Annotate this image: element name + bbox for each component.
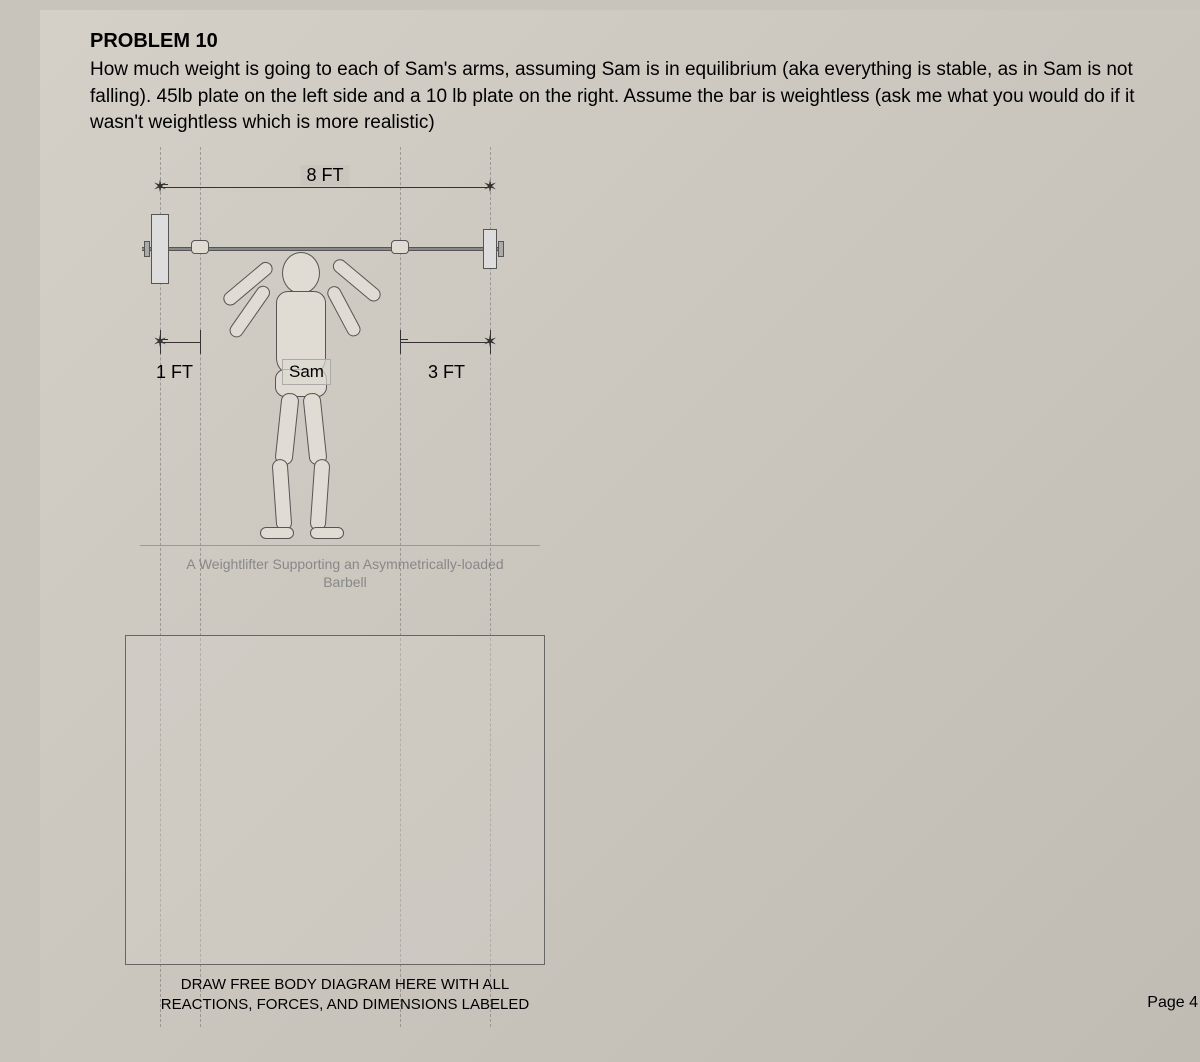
caption-line2: Barbell	[323, 574, 367, 590]
fbd-instruction: DRAW FREE BODY DIAGRAM HERE WITH ALL REA…	[145, 975, 545, 1014]
sam-figure	[260, 247, 380, 577]
fbd-box	[125, 635, 545, 965]
figure-caption: A Weightlifter Supporting an Asymmetrica…	[125, 555, 565, 591]
tick-left-hand	[200, 330, 201, 354]
dim-right	[400, 332, 490, 352]
figure-area: ✶ ✶ 8 FT ✶ ✶ 1 FT 3 FT	[90, 147, 590, 627]
left-hand	[191, 240, 209, 254]
right-thigh	[302, 392, 327, 465]
caption-line1: A Weightlifter Supporting an Asymmetrica…	[186, 556, 503, 572]
left-thigh	[274, 392, 299, 465]
worksheet-page: PROBLEM 10 How much weight is going to e…	[40, 10, 1200, 1062]
fbd-line1: DRAW FREE BODY DIAGRAM HERE WITH ALL	[181, 976, 509, 993]
dim-total: 8 FT	[160, 177, 490, 197]
left-shin	[272, 458, 293, 531]
problem-text: How much weight is going to each of Sam'…	[90, 57, 1140, 137]
fbd-line2: REACTIONS, FORCES, AND DIMENSIONS LABELE…	[161, 996, 529, 1013]
dim-left-label: 1 FT	[150, 362, 199, 383]
left-plate	[151, 214, 169, 284]
dim-left	[160, 332, 200, 352]
problem-title: PROBLEM 10	[90, 30, 1180, 53]
dim-left-line	[160, 342, 200, 343]
right-shin	[310, 458, 331, 531]
sam-label: Sam	[282, 359, 331, 385]
dim-total-label: 8 FT	[300, 165, 349, 186]
page-number: Page 4	[1147, 994, 1198, 1012]
right-collar	[498, 241, 504, 257]
dim-total-line	[160, 187, 490, 188]
right-plate	[483, 229, 497, 269]
left-collar	[144, 241, 150, 257]
dim-right-line	[400, 342, 490, 343]
tick-right-plate	[490, 330, 491, 354]
dim-right-label: 3 FT	[422, 362, 471, 383]
left-foot	[260, 527, 294, 539]
right-foot	[310, 527, 344, 539]
right-upper-arm	[325, 283, 363, 338]
sam-head	[282, 252, 320, 294]
ground-line	[140, 545, 540, 546]
right-hand	[391, 240, 409, 254]
